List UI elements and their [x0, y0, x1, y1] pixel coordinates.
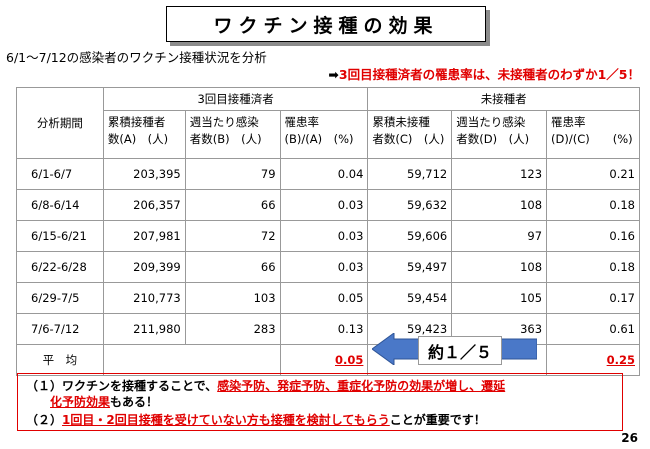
value-cell: 0.04 — [279, 158, 369, 190]
value-cell: 108 — [451, 251, 548, 283]
col-header: 週当たり感染 者数(D) (人) — [451, 110, 548, 159]
group2-header: 未接種者 — [367, 87, 640, 111]
period-cell: 7/6-7/12 — [16, 313, 104, 345]
table-row: 6/29-7/5 210,773 103 0.05 59,454 105 0.17 — [16, 282, 640, 314]
value-cell: 66 — [184, 189, 281, 221]
value-cell: 207,981 — [102, 220, 186, 252]
value-cell: 283 — [184, 313, 281, 345]
value-cell: 72 — [184, 220, 281, 252]
period-cell: 6/8-6/14 — [16, 189, 104, 221]
conclusion-line-1b: 化予防効果もある！ — [50, 395, 159, 409]
value-cell: 103 — [184, 282, 281, 314]
value-cell: 0.13 — [279, 313, 369, 345]
value-cell: 59,497 — [367, 251, 453, 283]
value-cell: 0.03 — [279, 251, 369, 283]
value-cell: 203,395 — [102, 158, 186, 190]
value-cell: 0.61 — [546, 313, 640, 345]
period-cell: 6/22-6/28 — [16, 251, 104, 283]
table-row: 6/22-6/28 209,399 66 0.03 59,497 108 0.18 — [16, 251, 640, 283]
period-cell: 6/15-6/21 — [16, 220, 104, 252]
period-header: 分析期間 — [16, 87, 104, 159]
key-note-text: 3回目接種済者の罹患率は、未接種者のわずか1／5！ — [338, 67, 640, 82]
value-cell: 0.16 — [546, 220, 640, 252]
average-rate-vaccinated: 0.05 — [335, 353, 364, 367]
value-cell: 59,712 — [367, 158, 453, 190]
col-header: 罹患率 (D)/(C) (%) — [546, 110, 640, 159]
group-header-row: 分析期間 3回目接種済者 未接種者 — [16, 87, 640, 159]
value-cell: 0.03 — [279, 189, 369, 221]
value-cell: 59,632 — [367, 189, 453, 221]
value-cell: 105 — [451, 282, 548, 314]
title-text: ワクチン接種の効果 — [213, 14, 439, 37]
slide-title: ワクチン接種の効果 — [166, 6, 486, 42]
value-cell: 66 — [184, 251, 281, 283]
arrow-right-icon: ➡ — [328, 67, 339, 82]
value-cell: 0.17 — [546, 282, 640, 314]
value-cell: 59,454 — [367, 282, 453, 314]
col-header: 罹患率 (B)/(A) (%) — [279, 110, 369, 159]
table-row: 6/8-6/14 206,357 66 0.03 59,632 108 0.18 — [16, 189, 640, 221]
page-number: 26 — [621, 431, 638, 445]
value-cell: 211,980 — [102, 313, 186, 345]
value-cell: 0.18 — [546, 251, 640, 283]
period-cell: 6/29-7/5 — [16, 282, 104, 314]
conclusion-box: （１）ワクチンを接種することで、感染予防、発症予防、重症化予防の効果が増し、遷延… — [17, 373, 623, 431]
average-label: 平 均 — [16, 344, 104, 376]
value-cell: 0.03 — [279, 220, 369, 252]
value-cell: 0.05 — [279, 282, 369, 314]
table-row: 7/6-7/12 211,980 283 0.13 59,423 363 0.61 — [16, 313, 640, 345]
value-cell: 97 — [451, 220, 548, 252]
vaccination-table: 分析期間 3回目接種済者 未接種者 累積接種者 数(A) (人) 週当たり感染 者数… — [16, 87, 640, 376]
value-cell: 59,606 — [367, 220, 453, 252]
ratio-label: 約１／５ — [418, 336, 502, 365]
value-cell: 79 — [184, 158, 281, 190]
column-header-row: 累積接種者 数(A) (人) 週当たり感染 者数(B) (人) 罹患率 (B)/(A)… — [17, 110, 640, 159]
col-header: 週当たり感染 者数(B) (人) — [184, 110, 281, 159]
col-header: 累積接種者 数(A) (人) — [102, 110, 186, 159]
subtitle: 6/1～7/12の感染者のワクチン接種状況を分析 — [6, 50, 267, 65]
value-cell: 0.21 — [546, 158, 640, 190]
value-cell: 108 — [451, 189, 548, 221]
table-row: 6/1-6/7 203,395 79 0.04 59,712 123 0.21 — [16, 158, 640, 190]
conclusion-line-2: （２）1回目・2回目接種を受けていない方も接種を検討してもらうことが重要です！ — [26, 413, 486, 427]
value-cell: 0.18 — [546, 189, 640, 221]
value-cell: 209,399 — [102, 251, 186, 283]
conclusion-line-1: （１）ワクチンを接種することで、感染予防、発症予防、重症化予防の効果が増し、遷延 — [26, 379, 506, 393]
average-rate-unvaccinated: 0.25 — [606, 353, 635, 367]
col-header: 累積未接種 者数(C) (人) — [367, 110, 453, 159]
value-cell: 210,773 — [102, 282, 186, 314]
key-note: ➡3回目接種済者の罹患率は、未接種者のわずか1／5！ — [328, 64, 640, 83]
period-cell: 6/1-6/7 — [16, 158, 104, 190]
value-cell: 123 — [451, 158, 548, 190]
group1-header: 3回目接種済者 — [102, 87, 369, 111]
average-row: 平 均 0.05 0.25 — [16, 344, 640, 376]
table-row: 6/15-6/21 207,981 72 0.03 59,606 97 0.16 — [16, 220, 640, 252]
value-cell: 206,357 — [102, 189, 186, 221]
